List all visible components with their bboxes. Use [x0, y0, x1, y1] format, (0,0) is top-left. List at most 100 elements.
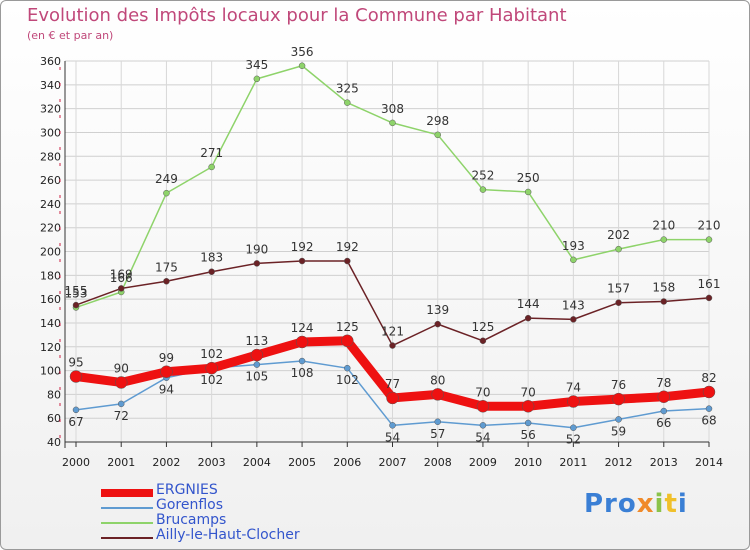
- data-label-ergnies: 76: [611, 378, 626, 392]
- data-point-gorenflos: [72, 406, 80, 414]
- data-label-gorenflos: 54: [475, 430, 490, 444]
- x-tick-label: 2000: [62, 456, 90, 469]
- data-label-ergnies: 95: [68, 356, 83, 370]
- y-tick-label: 340: [40, 79, 61, 92]
- data-label-brucamps: 308: [381, 102, 404, 116]
- x-tick-label: 2013: [650, 456, 678, 469]
- legend-swatch-ergnies: [101, 489, 153, 497]
- data-label-brucamps: 298: [426, 114, 449, 128]
- data-point-ergnies: [431, 388, 444, 401]
- data-label-ergnies: 77: [385, 377, 400, 391]
- legend-swatch-gorenflos: [101, 507, 153, 509]
- data-label-ergnies: 78: [656, 376, 671, 390]
- data-point-ailly-le-haut-clocher: [705, 294, 713, 302]
- data-point-brucamps: [344, 99, 351, 106]
- x-tick-label: 2012: [605, 456, 633, 469]
- data-point-gorenflos: [570, 424, 577, 431]
- data-point-brucamps: [434, 131, 441, 139]
- data-point-gorenflos: [389, 422, 396, 429]
- chart-subtitle: (en € et par an): [27, 29, 114, 42]
- x-tick-label: 2004: [243, 456, 271, 469]
- data-label-ailly-le-haut-clocher: 175: [155, 260, 178, 274]
- data-label-brucamps: 271: [200, 146, 223, 160]
- data-label-ergnies: 70: [521, 385, 536, 399]
- data-label-ailly-le-haut-clocher: 121: [381, 325, 404, 339]
- data-label-ergnies: 80: [430, 373, 445, 387]
- y-tick-label: 320: [40, 103, 61, 116]
- data-label-gorenflos: 52: [566, 433, 581, 447]
- data-point-ailly-le-haut-clocher: [208, 268, 215, 275]
- data-point-brucamps: [524, 188, 532, 196]
- data-label-gorenflos: 57: [430, 427, 445, 441]
- data-point-brucamps: [479, 186, 487, 193]
- data-point-ergnies: [250, 348, 264, 362]
- data-point-gorenflos: [524, 419, 532, 427]
- chart-title: Evolution des Impôts locaux pour la Comm…: [27, 5, 567, 26]
- data-label-ailly-le-haut-clocher: 183: [200, 251, 223, 265]
- data-point-gorenflos: [253, 361, 261, 368]
- y-tick-label: 60: [47, 412, 61, 425]
- data-point-ergnies: [114, 376, 128, 389]
- data-point-gorenflos: [660, 407, 668, 415]
- data-label-ergnies: 125: [336, 320, 359, 334]
- proxiti-logo: Proxiti: [584, 489, 688, 519]
- data-point-brucamps: [389, 119, 396, 127]
- data-point-brucamps: [615, 245, 622, 253]
- data-label-ailly-le-haut-clocher: 192: [291, 240, 314, 254]
- x-tick-label: 2008: [424, 456, 452, 469]
- data-label-ailly-le-haut-clocher: 155: [65, 284, 88, 298]
- x-tick-label: 2005: [288, 456, 316, 469]
- data-label-brucamps: 249: [155, 172, 178, 186]
- data-label-ergnies: 102: [200, 347, 223, 361]
- legend-swatch-ailly: [101, 537, 153, 539]
- data-label-gorenflos: 72: [114, 409, 129, 423]
- legend-swatch-brucamps: [101, 522, 153, 524]
- y-tick-label: 260: [40, 174, 61, 187]
- y-tick-label: 280: [40, 150, 61, 163]
- y-tick-label: 160: [40, 293, 61, 306]
- data-point-ergnies: [69, 370, 83, 383]
- data-label-ailly-le-haut-clocher: 190: [245, 242, 268, 256]
- data-label-brucamps: 356: [291, 45, 314, 59]
- data-label-gorenflos: 94: [159, 383, 174, 397]
- data-point-ergnies: [205, 361, 218, 375]
- data-label-ailly-le-haut-clocher: 192: [336, 240, 359, 254]
- data-label-ailly-le-haut-clocher: 161: [698, 277, 721, 291]
- data-label-ailly-le-haut-clocher: 169: [110, 267, 133, 281]
- data-point-ailly-le-haut-clocher: [570, 316, 577, 323]
- logo-part: t: [664, 489, 678, 519]
- logo-part: x: [636, 489, 655, 519]
- data-point-ailly-le-haut-clocher: [479, 337, 487, 345]
- y-tick-label: 300: [40, 126, 61, 139]
- data-label-brucamps: 153: [65, 286, 88, 300]
- data-point-ailly-le-haut-clocher: [660, 298, 668, 305]
- data-point-brucamps: [570, 256, 577, 264]
- data-label-brucamps: 325: [336, 82, 359, 96]
- data-label-ergnies: 70: [475, 385, 490, 399]
- y-tick-label: 180: [40, 269, 61, 282]
- data-label-gorenflos: 59: [611, 424, 626, 438]
- data-label-brucamps: 210: [652, 219, 675, 233]
- y-tick-label: 140: [40, 317, 61, 330]
- y-tick-label: 200: [40, 246, 61, 259]
- data-point-brucamps: [163, 189, 170, 197]
- data-label-gorenflos: 68: [701, 414, 716, 428]
- data-point-ailly-le-haut-clocher: [253, 260, 261, 267]
- data-point-gorenflos: [344, 364, 351, 372]
- x-tick-label: 2001: [107, 456, 135, 469]
- x-tick-label: 2011: [559, 456, 587, 469]
- data-label-ailly-le-haut-clocher: 158: [652, 281, 675, 295]
- data-point-ergnies: [612, 392, 625, 406]
- logo-part: Pro: [584, 489, 637, 519]
- data-point-ergnies: [386, 391, 399, 405]
- y-tick-label: 80: [47, 388, 61, 401]
- data-point-ergnies: [702, 385, 716, 399]
- data-label-gorenflos: 105: [245, 370, 268, 384]
- data-label-gorenflos: 102: [336, 373, 359, 387]
- legend-label-gorenflos: Gorenflos: [156, 497, 224, 513]
- data-label-brucamps: 210: [698, 219, 721, 233]
- data-point-ergnies: [295, 335, 309, 349]
- data-label-brucamps: 193: [562, 239, 585, 253]
- x-tick-label: 2014: [695, 456, 723, 469]
